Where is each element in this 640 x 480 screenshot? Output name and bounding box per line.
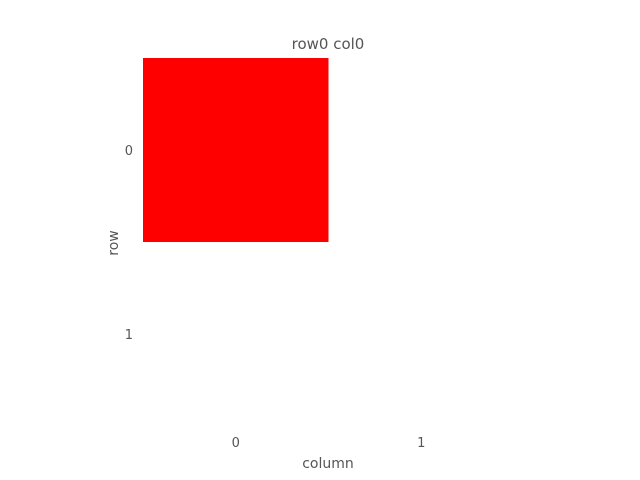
axis-ticks: 0 1 0 1 [125,144,426,451]
heatmap-cell-r0-c1 [328,58,514,242]
x-tick-label: 1 [417,436,425,451]
x-axis-label: column [302,456,354,472]
heatmap-cell-r1-c1 [328,242,514,426]
y-tick-label: 1 [125,328,133,343]
y-tick-label: 0 [125,144,133,159]
heatmap-cells [143,58,514,426]
chart-title: row0 col0 [292,35,365,53]
y-axis-label: row [106,230,122,255]
heatmap-cell-r0-c0 [143,58,329,242]
x-tick-label: 0 [232,436,240,451]
heatmap-cell-r1-c0 [143,242,329,426]
